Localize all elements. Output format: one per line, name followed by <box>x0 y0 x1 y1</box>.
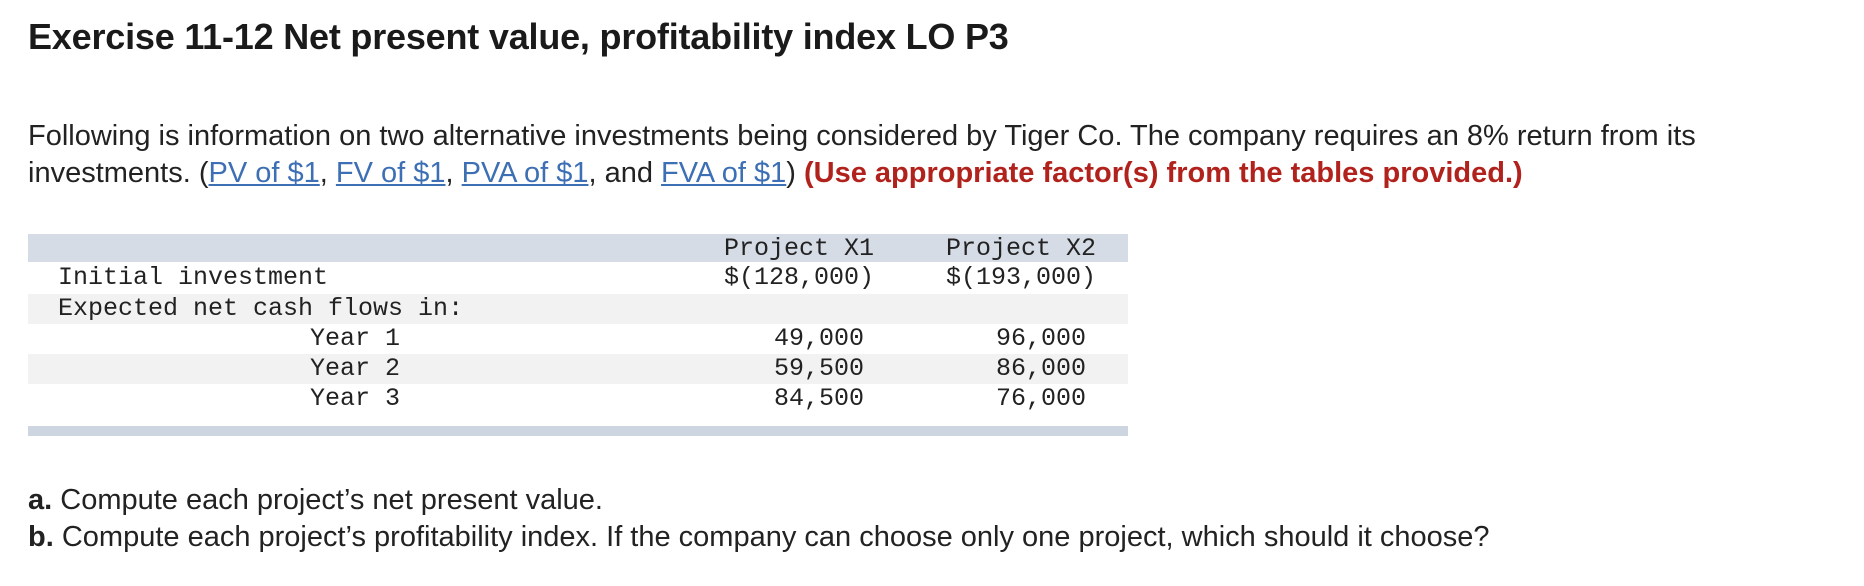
part-b-text: Compute each project’s profitability ind… <box>53 521 1490 553</box>
page-title: Exercise 11-12 Net present value, profit… <box>28 16 1009 57</box>
pv-of-1-link[interactable]: PV of $1 <box>208 157 320 189</box>
initial-investment-x1: $(128,000) <box>724 263 875 292</box>
header-project-x1: Project X1 <box>724 234 875 263</box>
table-row-year-1: Year 1 49,000 96,000 <box>28 324 1128 354</box>
intro-line-2-start: investments. ( <box>28 157 209 189</box>
year-3-x1: 84,500 <box>773 384 864 413</box>
part-a: a. Compute each project’s net present va… <box>28 482 1490 519</box>
year-1-x1: 49,000 <box>773 324 864 353</box>
table-row-year-2: Year 2 59,500 86,000 <box>28 354 1128 384</box>
fv-of-1-link[interactable]: FV of $1 <box>335 157 446 189</box>
part-b: b. Compute each project’s profitability … <box>28 519 1490 556</box>
year-2-x2: 86,000 <box>995 354 1086 383</box>
year-label: Year 3 <box>310 384 401 413</box>
year-label: Year 1 <box>310 324 401 353</box>
table-header-bar <box>28 234 1128 262</box>
part-b-prefix: b. <box>28 521 54 553</box>
table-header-row: Project X1 Project X2 <box>28 234 1128 264</box>
cash-flows-label: Expected net cash flows in: <box>58 294 464 323</box>
header-project-x2: Project X2 <box>946 234 1097 263</box>
year-3-x2: 76,000 <box>995 384 1086 413</box>
table-row-year-3: Year 3 84,500 76,000 <box>28 384 1128 414</box>
part-a-prefix: a. <box>28 484 53 516</box>
table-row-initial-investment: Initial investment $(128,000) $(193,000) <box>28 263 1128 293</box>
investment-table: Project X1 Project X2 Initial investment… <box>28 234 1128 436</box>
initial-investment-label: Initial investment <box>58 263 329 292</box>
pva-of-1-link[interactable]: PVA of $1 <box>461 157 589 189</box>
fva-of-1-link[interactable]: FVA of $1 <box>661 157 787 189</box>
table-footer-bar <box>28 426 1128 436</box>
year-1-x2: 96,000 <box>995 324 1086 353</box>
instruction-warning: (Use appropriate factor(s) from the tabl… <box>803 157 1523 189</box>
question-parts: a. Compute each project’s net present va… <box>28 482 1490 556</box>
year-2-x1: 59,500 <box>773 354 864 383</box>
table-row-cash-flows-label: Expected net cash flows in: <box>28 294 1128 324</box>
part-a-text: Compute each project’s net present value… <box>52 484 603 516</box>
year-label: Year 2 <box>310 354 401 383</box>
intro-paragraph: Following is information on two alternat… <box>28 120 1696 189</box>
intro-line-1: Following is information on two alternat… <box>28 120 1696 152</box>
initial-investment-x2: $(193,000) <box>946 263 1097 292</box>
